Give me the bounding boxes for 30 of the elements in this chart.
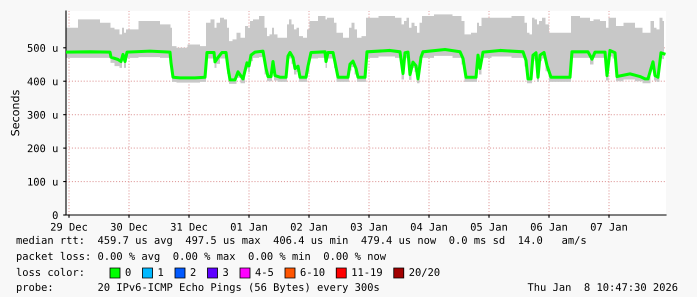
- x-tick-label: 07 Jan: [590, 222, 627, 231]
- legend-label: 1: [158, 268, 164, 276]
- y-tick-label: 400 u: [28, 77, 58, 86]
- x-tick-label: 03 Jan: [350, 222, 387, 231]
- x-tick-label: 05 Jan: [470, 222, 507, 231]
- y-tick-label: 200 u: [28, 144, 58, 152]
- text: probe: 20 IPv6-ICMP Echo Pings (56 Bytes) every 300s: [16, 282, 379, 294]
- x-tick-label: 01 Jan: [230, 222, 267, 231]
- legend-label: 11-19: [352, 268, 382, 276]
- x-tick-label: 30 Dec: [110, 222, 147, 231]
- y-axis-title: Seconds: [10, 90, 20, 136]
- legend-label: 4-5: [256, 268, 273, 276]
- legend-label: 6-10: [300, 268, 324, 276]
- x-tick-label: 06 Jan: [530, 222, 567, 231]
- text: loss color:: [16, 268, 82, 276]
- x-tick-label: 02 Jan: [290, 222, 327, 231]
- legend-label: 2: [190, 268, 196, 276]
- legend-label: 20/20: [410, 268, 440, 277]
- legend-label: 3: [223, 268, 228, 276]
- text: Thu Jan 8 10:47:30 2026: [528, 282, 678, 292]
- x-tick-label: 29 Dec: [50, 222, 87, 231]
- x-tick-label: 31 Dec: [170, 222, 207, 231]
- y-tick-label: 500 u: [28, 44, 58, 52]
- text: packet loss: 0.00 % avg 0.00 % max 0.00 % min 0.00 % now: [16, 252, 386, 262]
- y-tick-label: 100 u: [28, 178, 58, 186]
- y-tick-label: 300 u: [28, 110, 58, 119]
- text: median rtt: 459.7 us avg 497.5 us max 406.4 us min 479.4 us now 0.0 ms sd 14.0 am/s: [16, 236, 586, 246]
- legend-label: 0: [126, 268, 131, 276]
- y-tick-label: 0: [52, 211, 58, 220]
- x-tick-label: 04 Jan: [410, 222, 447, 231]
